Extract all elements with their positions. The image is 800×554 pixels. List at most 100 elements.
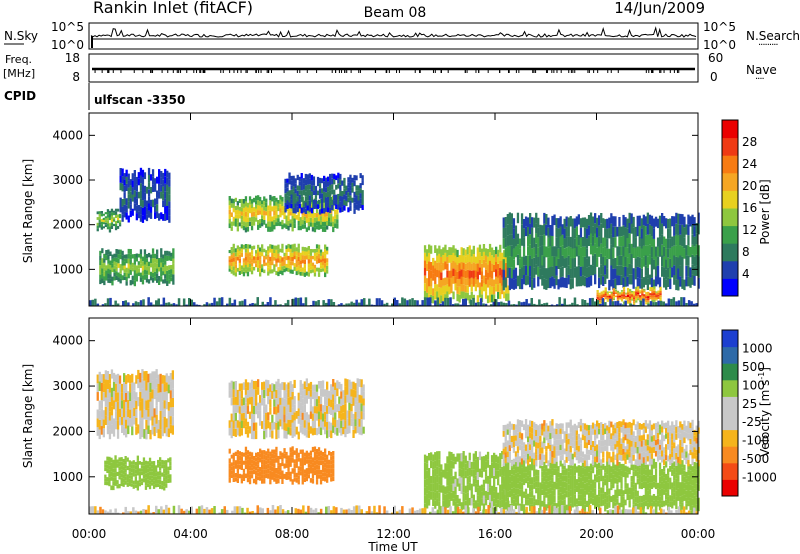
velocity-cell xyxy=(169,390,172,399)
power-cell xyxy=(529,213,532,224)
velocity-cell xyxy=(151,389,154,399)
power-cell xyxy=(446,277,449,285)
power-cell xyxy=(269,244,272,249)
power-cell xyxy=(107,263,110,269)
velocity-cell xyxy=(508,439,511,446)
velocity-cell xyxy=(332,468,335,473)
power-cell xyxy=(112,223,116,227)
velocity-cell xyxy=(309,464,313,469)
power-cell xyxy=(624,297,628,299)
velocity-cell xyxy=(321,468,325,473)
power-cell xyxy=(663,267,666,278)
power-cell xyxy=(633,303,636,306)
velocity-cell xyxy=(646,496,649,503)
power-cell xyxy=(458,255,461,263)
velocity-cell xyxy=(136,465,139,471)
velocity-cell xyxy=(585,482,589,489)
power-cell xyxy=(632,304,635,306)
power-cell xyxy=(499,291,502,299)
power-cell xyxy=(665,259,668,270)
velocity-cell xyxy=(547,437,550,443)
power-cell xyxy=(634,237,637,248)
power-cell xyxy=(697,245,700,257)
velocity-cell xyxy=(334,404,337,413)
power-cell xyxy=(565,236,568,248)
velocity-cell xyxy=(644,487,647,494)
power-cell xyxy=(618,226,621,237)
velocity-cell xyxy=(344,395,347,404)
power-cell xyxy=(329,207,332,213)
power-cell xyxy=(277,200,280,204)
power-cell xyxy=(156,211,159,218)
velocity-cell xyxy=(557,495,560,501)
velocity-cell xyxy=(326,468,329,474)
velocity-cell xyxy=(512,487,516,494)
power-cell xyxy=(355,299,358,306)
velocity-cell xyxy=(118,383,122,393)
power-cell xyxy=(108,229,112,233)
velocity-cell xyxy=(567,465,570,472)
velocity-cell xyxy=(155,423,158,433)
power-cell xyxy=(608,296,611,298)
velocity-cell xyxy=(285,451,288,456)
power-cell xyxy=(545,302,549,306)
velocity-cell xyxy=(140,465,144,469)
power-cell xyxy=(642,245,645,257)
power-cell xyxy=(514,246,518,258)
power-cell xyxy=(606,258,609,269)
power-cell xyxy=(647,303,650,306)
power-cell xyxy=(682,297,686,306)
velocity-cell xyxy=(458,468,461,476)
power-cell xyxy=(168,179,171,187)
velocity-cell xyxy=(152,480,156,485)
velocity-cell xyxy=(665,473,668,481)
power-cell xyxy=(246,248,250,254)
velocity-cell xyxy=(169,373,172,382)
velocity-cell xyxy=(516,439,520,447)
power-cell xyxy=(252,197,256,203)
power-cell xyxy=(246,267,250,272)
velocity-cell xyxy=(246,454,250,460)
velocity-cell xyxy=(263,422,266,431)
velocity-cell xyxy=(257,452,260,457)
power-cell xyxy=(497,249,500,257)
velocity-cell xyxy=(545,491,548,498)
power-cell xyxy=(464,292,467,300)
velocity-cell xyxy=(150,475,154,479)
velocity-cell xyxy=(309,455,313,460)
power-cell xyxy=(266,302,270,306)
power-cell xyxy=(432,257,435,266)
velocity-cell xyxy=(661,500,664,508)
velocity-cell xyxy=(644,500,647,507)
power-cell xyxy=(610,298,613,301)
velocity-cell xyxy=(356,386,359,394)
power-cell xyxy=(476,271,479,280)
velocity-cell xyxy=(512,493,516,500)
power-cell xyxy=(131,262,134,268)
velocity-cell xyxy=(114,477,117,482)
velocity-cell xyxy=(248,456,252,461)
velocity-cell xyxy=(665,499,668,506)
velocity-cell xyxy=(269,456,272,461)
power-cell xyxy=(638,215,641,226)
velocity-cell xyxy=(112,464,115,469)
velocity-cell xyxy=(305,450,308,456)
power-cell xyxy=(549,235,552,246)
power-cell xyxy=(434,260,437,269)
power-cell xyxy=(635,300,638,303)
power-cell xyxy=(230,226,233,231)
power-cell xyxy=(158,276,161,281)
velocity-cell xyxy=(250,388,254,397)
velocity-cell xyxy=(640,502,643,510)
power-cell xyxy=(600,296,603,299)
power-cell xyxy=(683,237,686,249)
power-cell xyxy=(512,228,516,239)
velocity-cell xyxy=(255,430,258,440)
station-title: Rankin Inlet (fitACF) xyxy=(93,0,253,17)
velocity-cell xyxy=(671,462,674,470)
power-cell xyxy=(622,277,625,288)
velocity-cell xyxy=(547,460,550,467)
velocity-cell xyxy=(658,476,662,484)
velocity-cell xyxy=(114,402,118,412)
